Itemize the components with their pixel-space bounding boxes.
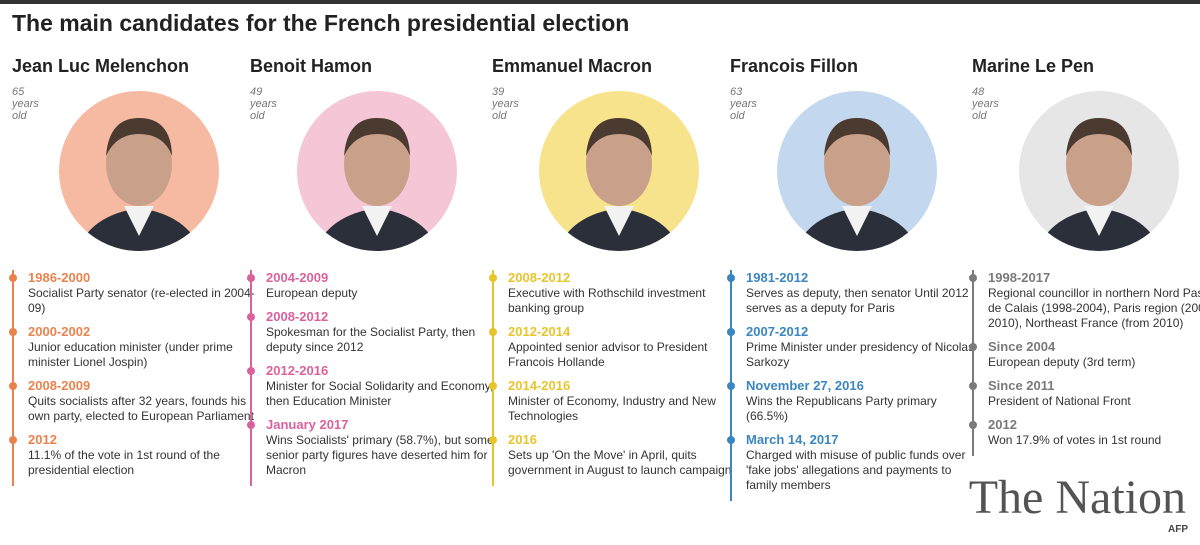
event-text: Sets up 'On the Move' in April, quits go… <box>508 448 732 477</box>
portrait <box>539 91 699 251</box>
portrait <box>777 91 937 251</box>
candidate-name: Emmanuel Macron <box>492 56 653 76</box>
portrait <box>59 91 219 251</box>
event-text: European deputy (3rd term) <box>988 355 1136 369</box>
event-date: 2008-2012 <box>508 270 571 285</box>
event-date: Since 2004 <box>988 339 1056 354</box>
event-date: 2004-2009 <box>266 270 329 285</box>
event-date: 2007-2012 <box>746 324 809 339</box>
candidate: Francois Fillon 63 years old 1981-2012 Ser… <box>727 52 974 542</box>
top-rule <box>0 0 1200 4</box>
event-text: Executive with Rothschild investment ban… <box>508 286 706 315</box>
photo <box>1014 86 1184 261</box>
candidate-name: Jean Luc Melenchon <box>12 56 190 76</box>
event-text: 11.1% of the vote in 1st round of the pr… <box>28 448 220 477</box>
event-text: Wins Socialists' primary (58.7%), but so… <box>266 433 494 477</box>
event: January 2017 Wins Socialists' primary (58… <box>247 417 496 478</box>
candidate-age: 49 years old <box>250 86 277 122</box>
event: Since 2004 European deputy (3rd term) <box>969 339 1200 370</box>
event: 1998-2017 Regional councillor in northern… <box>969 270 1200 331</box>
event-date: 2000-2002 <box>28 324 91 339</box>
event: 2012 11.1% of the vote in 1st round of th… <box>9 432 258 478</box>
event-date: January 2017 <box>266 417 349 432</box>
candidate: Emmanuel Macron 39 years old 2008-2012 Exe… <box>489 52 731 542</box>
timeline: 2004-2009 European deputy 2008-2012 Spokesm… <box>247 270 496 486</box>
event-text: President of National Front <box>988 394 1131 408</box>
portrait <box>1019 91 1179 251</box>
event: 1981-2012 Serves as deputy, then senator … <box>727 270 976 316</box>
event: 2012-2014 Appointed senior advisor to Pre… <box>489 324 738 370</box>
event-text: Quits socialists after 32 years, founds … <box>28 394 254 423</box>
event: 1986-2000 Socialist Party senator (re-ele… <box>9 270 258 316</box>
source: AFP <box>1168 524 1188 535</box>
event-text: Charged with misuse of public funds over… <box>746 448 966 492</box>
event-text: Won 17.9% of votes in 1st round <box>988 433 1162 447</box>
event-date: Since 2011 <box>988 378 1055 393</box>
event-date: 2016 <box>508 432 537 447</box>
event-text: Minister for Social Solidarity and Econo… <box>266 379 494 408</box>
event-text: Socialist Party senator (re-elected in 2… <box>28 286 255 315</box>
event: 2016 Sets up 'On the Move' in April, quit… <box>489 432 738 478</box>
event-text: Regional councillor in northern Nord Pas… <box>988 286 1200 330</box>
candidate-name: Francois Fillon <box>730 56 859 76</box>
event-text: Serves as deputy, then senator Until 201… <box>746 286 969 315</box>
event: 2008-2012 Executive with Rothschild inves… <box>489 270 738 316</box>
event-text: Prime Minister under presidency of Nicol… <box>746 340 975 369</box>
event-date: March 14, 2017 <box>746 432 839 447</box>
event-date: 2012-2016 <box>266 363 329 378</box>
timeline: 1986-2000 Socialist Party senator (re-ele… <box>9 270 258 486</box>
candidate-name: Benoit Hamon <box>250 56 373 76</box>
event-text: European deputy <box>266 286 358 300</box>
event-text: Wins the Republicans Party primary (66.5… <box>746 394 937 423</box>
event-text: Appointed senior advisor to President Fr… <box>508 340 708 369</box>
event: 2000-2002 Junior education minister (unde… <box>9 324 258 370</box>
event-date: 1986-2000 <box>28 270 91 285</box>
candidate: Benoit Hamon 49 years old 2004-2009 Europe… <box>247 52 494 542</box>
candidate: Jean Luc Melenchon 65 years old 1986-2000… <box>9 52 255 542</box>
event: Since 2011 President of National Front <box>969 378 1200 409</box>
timeline: 1998-2017 Regional councillor in northern… <box>969 270 1200 456</box>
event: March 14, 2017 Charged with misuse of pub… <box>727 432 976 493</box>
event-text: Junior education minister (under prime m… <box>28 340 233 369</box>
portrait <box>297 91 457 251</box>
event-date: 2008-2009 <box>28 378 91 393</box>
candidate-age: 48 years old <box>972 86 999 122</box>
event-date: 2012-2014 <box>508 324 571 339</box>
candidate-age: 65 years old <box>12 86 39 122</box>
event-date: 2012 <box>28 432 57 447</box>
event-text: Spokesman for the Socialist Party, then … <box>266 325 476 354</box>
photo <box>292 86 462 261</box>
event: 2012-2016 Minister for Social Solidarity … <box>247 363 496 409</box>
candidate-name: Marine Le Pen <box>972 56 1095 76</box>
event: 2008-2012 Spokesman for the Socialist Par… <box>247 309 496 355</box>
event-date: 2008-2012 <box>266 309 329 324</box>
timeline: 1981-2012 Serves as deputy, then senator … <box>727 270 976 501</box>
title: The main candidates for the French presi… <box>12 10 630 36</box>
event-text: Minister of Economy, Industry and New Te… <box>508 394 716 423</box>
photo <box>772 86 942 261</box>
event-date: 2012 <box>988 417 1017 432</box>
event: November 27, 2016 Wins the Republicans Pa… <box>727 378 976 424</box>
event: 2014-2016 Minister of Economy, Industry a… <box>489 378 738 424</box>
watermark: The Nation <box>968 471 1186 524</box>
event: 2008-2009 Quits socialists after 32 years… <box>9 378 258 424</box>
photo <box>54 86 224 261</box>
event: 2012 Won 17.9% of votes in 1st round <box>969 417 1200 448</box>
event-date: 1981-2012 <box>746 270 809 285</box>
candidate-age: 63 years old <box>730 86 757 122</box>
event: 2007-2012 Prime Minister under presidency… <box>727 324 976 370</box>
event-date: November 27, 2016 <box>746 378 864 393</box>
event: 2004-2009 European deputy <box>247 270 496 301</box>
candidate-age: 39 years old <box>492 86 519 122</box>
photo <box>534 86 704 261</box>
timeline: 2008-2012 Executive with Rothschild inves… <box>489 270 738 486</box>
candidate: Marine Le Pen 48 years old 1998-2017 Regio… <box>969 52 1200 542</box>
event-date: 1998-2017 <box>988 270 1051 285</box>
event-date: 2014-2016 <box>508 378 571 393</box>
